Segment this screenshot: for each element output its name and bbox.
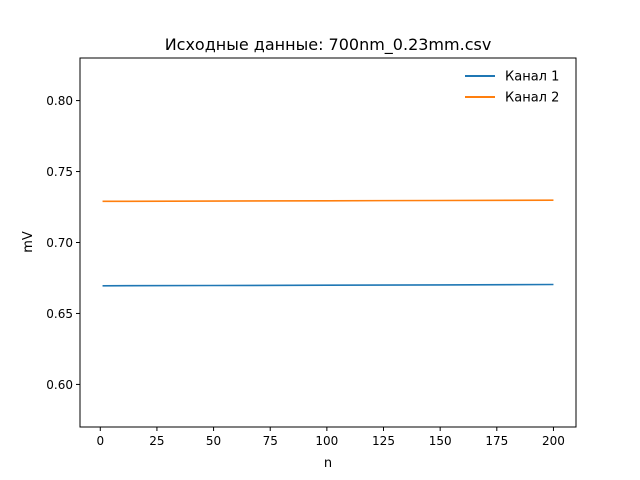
x-tick-label: 0 [96,434,104,448]
legend: Канал 1 Канал 2 [465,70,559,106]
series-line-1 [102,283,554,287]
y-tick-label: 0.65 [46,307,73,321]
y-tick-label: 0.80 [46,94,73,108]
y-axis: 0.60 0.65 0.70 0.75 0.80 [46,94,80,392]
y-tick-label: 0.70 [46,236,73,250]
y-tick-label: 0.60 [46,378,73,392]
x-tick-label: 125 [372,434,395,448]
x-tick-label: 75 [263,434,278,448]
series-line-2 [102,199,554,203]
x-tick-label: 100 [315,434,338,448]
y-axis-label: mV [21,231,36,253]
x-axis-label: n [324,456,332,471]
x-axis: 0 25 50 75 100 125 150 175 200 [96,427,565,448]
x-tick-label: 175 [485,434,508,448]
x-tick-label: 150 [429,434,452,448]
y-tick-label: 0.75 [46,165,73,179]
series-layer [102,199,554,287]
chart-title: Исходные данные: 700nm_0.23mm.csv [165,35,492,55]
legend-label-1: Канал 1 [505,70,559,85]
x-tick-label: 200 [542,434,565,448]
x-tick-label: 25 [149,434,164,448]
x-tick-label: 50 [206,434,221,448]
legend-label-2: Канал 2 [505,91,559,106]
